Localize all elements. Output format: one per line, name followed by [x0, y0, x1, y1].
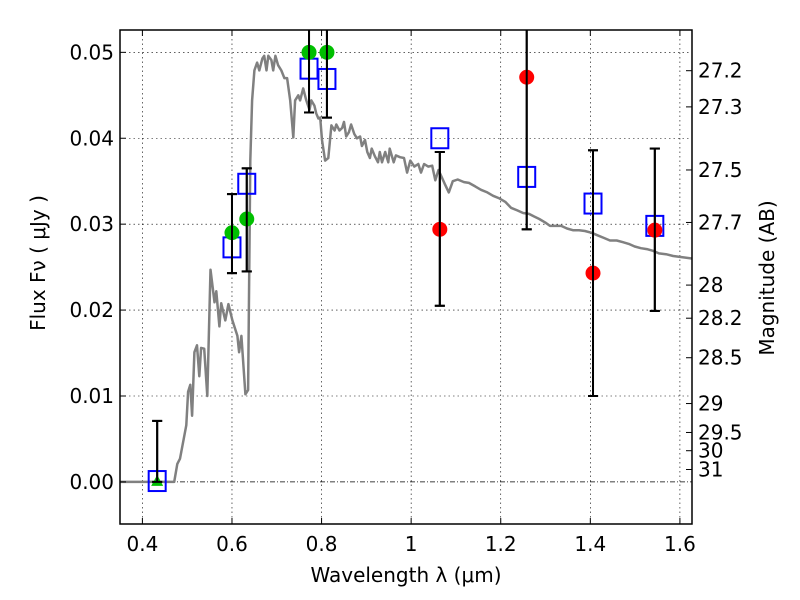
y-tick-label: 0.05 [69, 40, 114, 64]
y-axis-label: Flux Fν ( μJy ) [26, 195, 50, 331]
y-tick-label: 0.03 [69, 212, 114, 236]
right-tick-label: 27.2 [698, 59, 743, 83]
plot-frame [119, 29, 693, 525]
y-axis-left: 0.00 0.01 0.02 0.03 0.04 0.05 [69, 40, 126, 494]
right-tick-label: 29.5 [698, 420, 743, 444]
model-spectrum-line [120, 54, 692, 484]
right-tick-label: 27.7 [698, 210, 743, 234]
right-tick-label: 28.5 [698, 346, 743, 370]
y-tick-label: 0.01 [69, 384, 114, 408]
plot-area [120, 54, 692, 484]
y-tick-label: 0.00 [69, 470, 114, 494]
right-tick-label: 27.5 [698, 158, 743, 182]
right-axis-label: Magnitude (AB) [755, 200, 779, 355]
x-tick-label: 1.4 [574, 532, 606, 556]
model-photometry-square [430, 127, 450, 150]
x-tick-label: 1 [405, 532, 418, 556]
x-tick-label: 0.8 [306, 532, 338, 556]
x-axis: 0.4 0.6 0.8 1 1.2 1.4 1.6 [126, 30, 696, 556]
right-tick-label: 28 [698, 273, 723, 297]
right-tick-label: 28.2 [698, 306, 743, 330]
x-tick-label: 0.4 [126, 532, 158, 556]
y-tick-label: 0.04 [69, 126, 114, 150]
x-tick-label: 1.6 [664, 532, 696, 556]
x-tick-label: 0.6 [216, 532, 248, 556]
right-tick-label: 29 [698, 392, 723, 416]
y-tick-label: 0.02 [69, 298, 114, 322]
grid [120, 30, 692, 524]
x-tick-label: 1.2 [485, 532, 517, 556]
right-tick-label: 30 [698, 439, 723, 463]
markers [147, 44, 665, 493]
error-bars [152, 30, 660, 483]
x-axis-label: Wavelength λ (μm) [310, 563, 501, 587]
right-tick-label: 27.3 [698, 95, 743, 119]
right-tick-label: 31 [698, 457, 723, 481]
error-bars-overlay [152, 30, 660, 483]
